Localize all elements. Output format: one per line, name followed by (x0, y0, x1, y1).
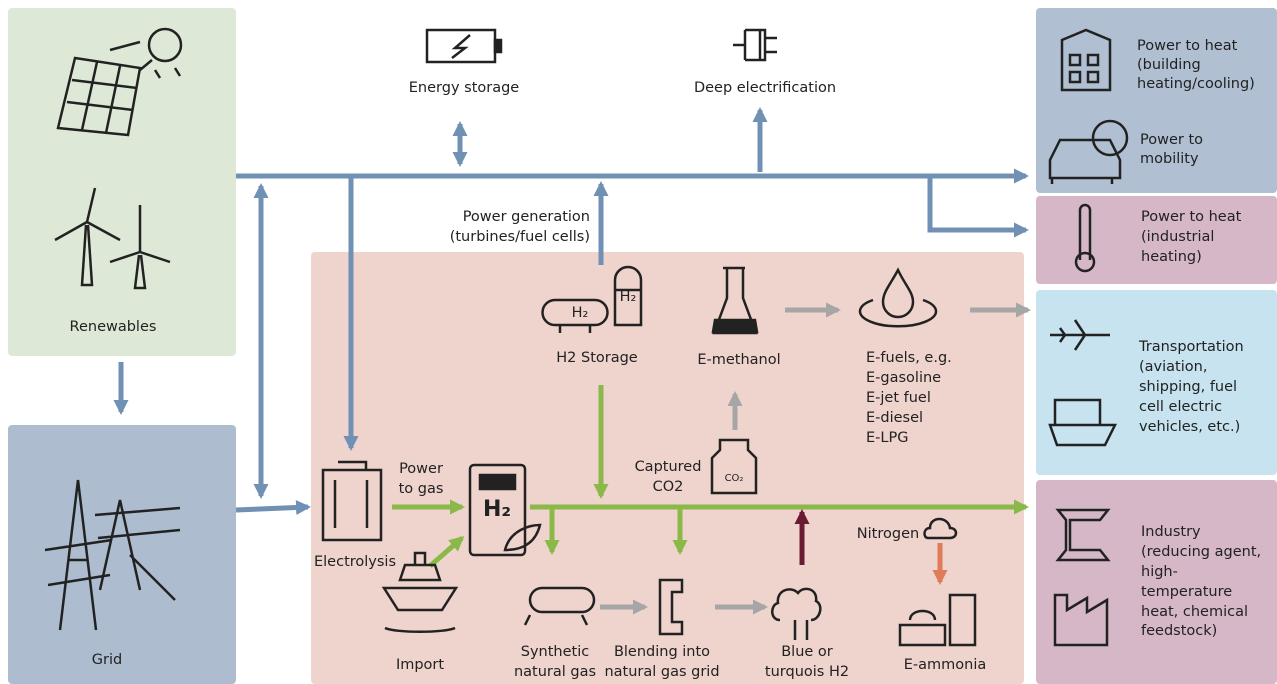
label: E-LPG (866, 430, 908, 446)
label: temperature (1141, 584, 1232, 600)
icon-label: H₂ (572, 305, 589, 321)
label: Blue or (781, 644, 833, 660)
icon-label: H₂ (483, 497, 511, 522)
label: to gas (399, 481, 444, 497)
label: cell electric (1139, 399, 1222, 415)
label: Captured (635, 459, 702, 475)
label: vehicles, etc.) (1139, 419, 1240, 435)
icon-label: H₂ (620, 289, 637, 305)
diagram: H₂ H₂ H₂ CO₂ Renewables Grid Energy stor… (0, 0, 1277, 684)
label: heat, chemical (1141, 604, 1248, 620)
label: Power generation (463, 209, 590, 225)
label: Power (399, 461, 443, 477)
label: Energy storage (409, 80, 520, 96)
label: E-jet fuel (866, 390, 931, 406)
label: CO2 (653, 479, 684, 495)
label: (turbines/fuel cells) (450, 229, 590, 245)
label: (industrial (1141, 229, 1214, 245)
label: E-gasoline (866, 370, 941, 386)
label: Import (396, 657, 444, 673)
label: Renewables (70, 319, 157, 335)
label: turquois H2 (765, 664, 849, 680)
label: (reducing agent, (1141, 544, 1261, 560)
label: Transportation (1138, 339, 1244, 355)
label: Synthetic (521, 644, 589, 660)
renewables-panel (8, 8, 236, 356)
label: Deep electrification (694, 80, 836, 96)
icon-label: CO₂ (725, 473, 744, 484)
label: high- (1141, 564, 1178, 580)
label: Power to (1140, 132, 1203, 148)
label: (building (1137, 57, 1201, 73)
label: (aviation, (1139, 359, 1207, 375)
label: feedstock) (1141, 623, 1217, 639)
label: Electrolysis (314, 554, 396, 570)
label: Blending into (614, 644, 710, 660)
label: Industry (1141, 524, 1201, 540)
label: E-methanol (697, 352, 780, 368)
label: Power to heat (1141, 209, 1242, 225)
label: Nitrogen (857, 526, 919, 542)
label: natural gas grid (604, 664, 719, 680)
grid-panel (8, 425, 236, 684)
label: mobility (1140, 151, 1199, 167)
label: H2 Storage (556, 350, 638, 366)
label: heating) (1141, 249, 1202, 265)
label: shipping, fuel (1139, 379, 1237, 395)
label: Power to heat (1137, 38, 1238, 54)
label: heating/cooling) (1137, 76, 1255, 92)
label: Grid (92, 652, 122, 668)
label: E-fuels, e.g. (866, 350, 952, 366)
label: natural gas (514, 664, 596, 680)
label: E-diesel (866, 410, 923, 426)
label: E-ammonia (904, 657, 987, 673)
